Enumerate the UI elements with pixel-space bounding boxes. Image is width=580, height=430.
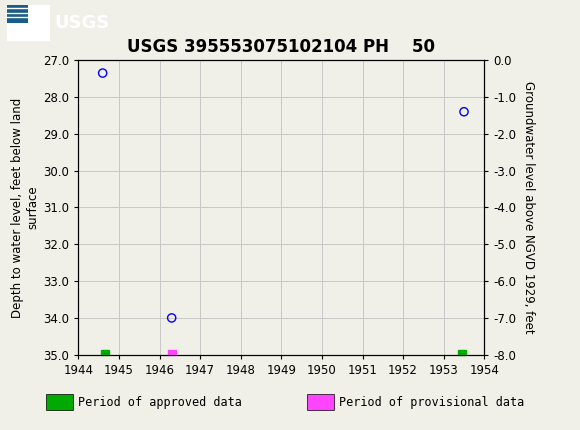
Title: USGS 395553075102104 PH    50: USGS 395553075102104 PH 50: [127, 38, 436, 56]
Bar: [458, 350, 466, 355]
Bar: [168, 350, 176, 355]
Text: Period of provisional data: Period of provisional data: [339, 396, 524, 408]
FancyBboxPatch shape: [7, 6, 28, 22]
Point: [98, 70, 107, 77]
Text: USGS: USGS: [55, 14, 110, 31]
Bar: [101, 350, 109, 355]
Bar: [46, 394, 72, 410]
Y-axis label: Groundwater level above NGVD 1929, feet: Groundwater level above NGVD 1929, feet: [522, 81, 535, 334]
Point: [167, 314, 176, 321]
Text: Period of approved data: Period of approved data: [78, 396, 242, 408]
Bar: [307, 394, 334, 410]
Point: [459, 108, 469, 115]
Y-axis label: Depth to water level, feet below land
surface: Depth to water level, feet below land su…: [11, 97, 39, 318]
FancyBboxPatch shape: [7, 6, 49, 40]
